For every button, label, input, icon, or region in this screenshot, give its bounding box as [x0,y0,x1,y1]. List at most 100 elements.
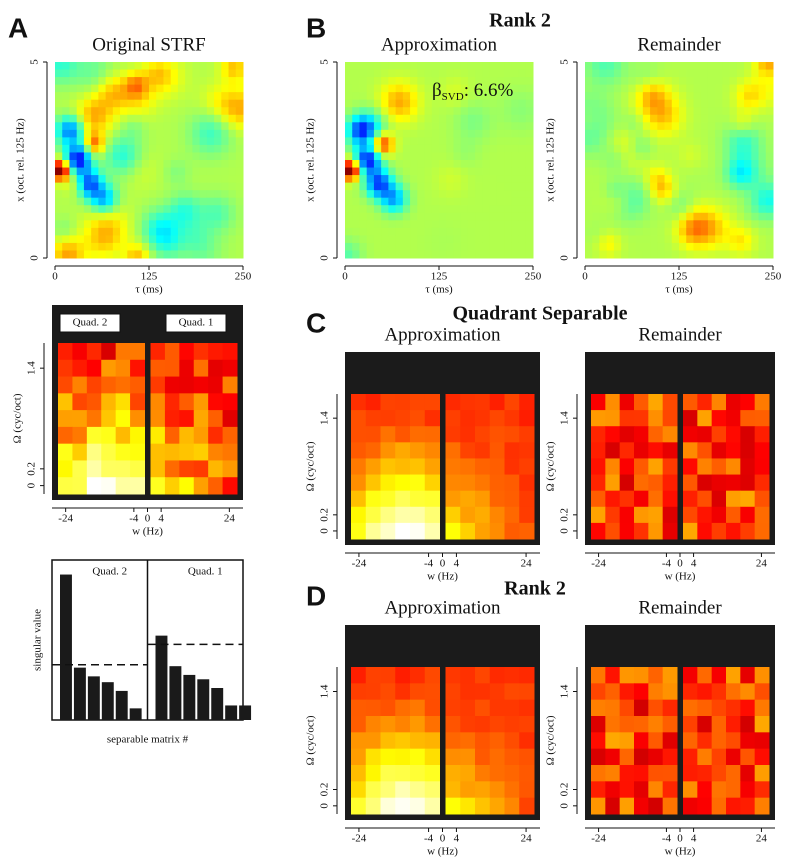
heatmap-cell [758,144,767,153]
heatmap-cell [621,250,629,259]
heatmap-cell [192,62,201,71]
heatmap-cell [105,107,114,116]
heatmap-cell [127,197,136,206]
heatmap-cell [686,122,694,131]
heatmap-cell [648,426,664,443]
heatmap-cell [711,410,727,427]
heatmap-cell [740,490,756,508]
heatmap-cell [715,190,723,199]
heatmap-cell [170,114,179,123]
heatmap-cell [754,797,770,815]
heatmap-cell [686,114,694,123]
x-tick-label: 125 [671,271,688,283]
heatmap-cell [141,122,150,131]
heatmap-cell [525,190,534,199]
heatmap-cell [445,781,461,799]
heatmap-cell [504,182,512,191]
heatmap-cell [664,69,673,78]
heatmap-cell [599,182,608,191]
heatmap-cell [208,410,224,428]
heatmap-cell [105,212,114,221]
heatmap-cell [98,227,107,236]
heatmap-cell [112,235,121,244]
heatmap-cell [722,62,731,71]
heatmap-cell [754,781,770,799]
heatmap-cell [693,122,702,131]
heatmap-cell [402,99,411,108]
heatmap-cell [149,160,157,169]
heatmap-cell [373,220,382,229]
heatmap-cell [592,84,600,93]
heatmap-cell [475,442,491,459]
heatmap-cell [120,175,128,184]
heatmap-cell [105,167,114,176]
heatmap-cell [214,205,222,214]
heatmap-cell [460,716,476,733]
heatmap-cell [679,107,687,116]
heatmap-cell [460,522,476,540]
heatmap-cell [726,522,741,540]
heatmap-cell [591,781,606,799]
heatmap-cell [55,212,63,221]
heatmap-cell [496,84,505,93]
heatmap-cell [606,242,615,251]
heatmap-cell [634,394,649,411]
heatmap-cell [163,92,172,101]
heatmap-cell [388,99,397,108]
heatmap-cell [599,190,608,199]
heatmap-cell [453,242,462,251]
heatmap-cell [439,114,447,123]
heatmap-cell [475,732,491,750]
heatmap-cell [112,182,121,191]
heatmap-cell [402,69,411,78]
heatmap-cell [722,84,731,93]
heatmap-cell [467,144,476,153]
heatmap-cell [686,197,694,206]
heatmap-cell [740,797,756,815]
heatmap-cell [410,175,418,184]
heatmap-cell [150,359,166,378]
heatmap-cell [751,114,760,123]
heatmap-cell [765,92,774,101]
heatmap-cell [55,175,63,184]
heatmap-cell [156,114,164,123]
heatmap-cell [221,99,230,108]
heatmap-cell [475,220,483,229]
heatmap-cell [754,394,770,411]
heatmap-cell [657,137,666,146]
heatmap-cell [475,182,483,191]
heatmap-cell [765,167,774,176]
heatmap-cell [177,84,186,93]
heatmap-cell [366,137,375,146]
heatmap-cell [729,152,738,161]
heatmap-cell [460,235,469,244]
heatmap-cell [431,107,440,116]
heatmap-cell [134,242,143,251]
heatmap-cell [141,235,150,244]
heatmap-cell [693,167,702,176]
heatmap-cell [359,152,368,161]
heatmap-cell [751,227,760,236]
x-tick-label: -24 [591,833,606,845]
heatmap-cell [156,137,164,146]
heatmap-cell [744,205,752,214]
heatmap-cell [482,152,491,161]
heatmap-cell [72,410,88,428]
heatmap-cell [395,152,404,161]
heatmap-cell [388,114,397,123]
heatmap-cell [156,220,164,229]
heatmap-cell [475,84,483,93]
heatmap-cell [424,220,433,229]
heatmap-cell [228,107,237,116]
heatmap-cell [482,107,491,116]
heatmap-cell [744,197,752,206]
heatmap-cell [127,137,136,146]
heatmap-cell [134,250,143,259]
heatmap-cell [170,152,179,161]
heatmap-cell [453,144,462,153]
heatmap-cell [489,426,505,443]
heatmap-cell [134,69,143,78]
heatmap-cell [662,458,678,476]
heatmap-cell [467,182,476,191]
heatmap-cell [424,84,433,93]
